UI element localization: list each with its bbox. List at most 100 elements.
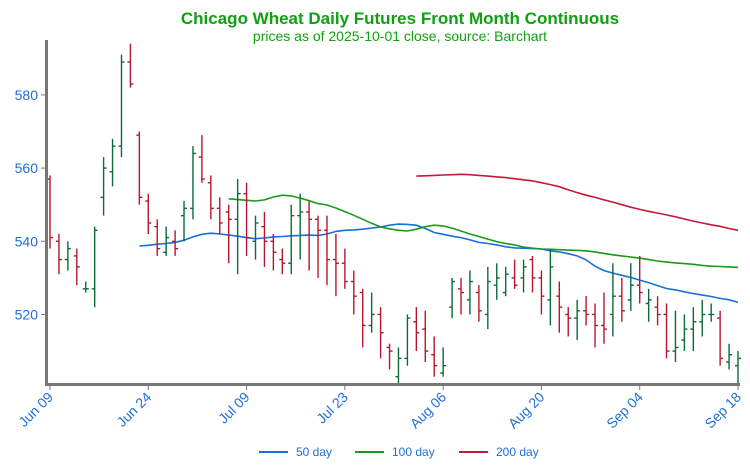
ohlc-bar xyxy=(681,314,688,352)
ohlc-bar xyxy=(82,281,89,293)
ohlc-bar xyxy=(431,336,438,377)
ohlc-bar xyxy=(359,288,366,348)
ohlc-bar xyxy=(279,248,286,275)
y-axis-ticks: 520 540 560 580 xyxy=(15,87,46,322)
ohlc-bar xyxy=(520,259,527,293)
legend-item-200-day: 200 day xyxy=(459,445,539,459)
chart-title: Chicago Wheat Daily Futures Front Month … xyxy=(181,9,619,28)
ohlc-bar xyxy=(592,303,599,348)
x-tick-label: Sep 04 xyxy=(603,389,646,432)
ohlc-bar xyxy=(377,307,384,359)
ohlc-bar xyxy=(449,277,456,319)
ohlc-bar xyxy=(368,292,375,333)
ohlc-bar xyxy=(502,266,509,297)
ohlc-bar xyxy=(91,226,98,308)
series-line-50-day xyxy=(139,223,739,304)
ohlc-bar xyxy=(600,292,607,344)
y-tick-label: 560 xyxy=(15,160,39,176)
ohlc-bar xyxy=(243,182,250,256)
ohlc-bar xyxy=(717,310,724,366)
ohlc-bar xyxy=(109,138,116,187)
x-tick-label: Aug 20 xyxy=(505,389,548,432)
ohlc-bar xyxy=(726,343,733,370)
ohlc-bar xyxy=(565,307,572,337)
ohlc-bar xyxy=(636,255,643,304)
ohlc-bar xyxy=(350,270,357,315)
x-tick-label: Jun 24 xyxy=(113,389,154,430)
ohlc-bar xyxy=(216,197,223,234)
ohlc-bar xyxy=(73,248,80,286)
x-tick-label: Jul 23 xyxy=(313,389,351,427)
ohlc-bar xyxy=(189,146,196,220)
ohlc-bar xyxy=(261,212,268,267)
ohlc-bar xyxy=(511,259,518,289)
ohlc-bar xyxy=(386,343,393,370)
ohlc-bar xyxy=(154,219,161,256)
ohlc-bars xyxy=(47,43,741,384)
ohlc-bar xyxy=(252,215,259,260)
y-tick-label: 580 xyxy=(15,87,39,103)
ohlc-bar xyxy=(172,230,179,256)
legend: 50 day 100 day 200 day xyxy=(259,445,539,459)
series-line-100-day xyxy=(228,194,739,269)
ohlc-bar xyxy=(663,303,670,359)
ohlc-bar xyxy=(609,263,616,337)
ohlc-bar xyxy=(735,351,741,384)
ohlc-bar xyxy=(297,193,304,260)
ohlc-bar xyxy=(207,175,214,220)
ohlc-bar xyxy=(583,296,590,326)
ohlc-bar xyxy=(127,43,134,88)
ohlc-bar xyxy=(556,281,563,333)
ohlc-bar xyxy=(323,215,330,286)
ohlc-bar xyxy=(234,179,241,275)
ohlc-bar xyxy=(466,270,473,315)
ohlc-bar xyxy=(699,299,706,337)
ohlc-bar xyxy=(690,307,697,352)
ohlc-bar xyxy=(404,314,411,366)
ohlc-bar xyxy=(440,347,447,377)
y-tick-label: 520 xyxy=(15,306,39,322)
ohlc-bar xyxy=(332,233,339,297)
x-tick-label: Aug 06 xyxy=(407,389,450,432)
ohlc-bar xyxy=(458,277,465,315)
ohlc-bar xyxy=(547,248,554,326)
ohlc-bar xyxy=(529,255,536,293)
ohlc-bar xyxy=(136,131,143,205)
x-tick-label: Jul 09 xyxy=(215,389,253,427)
ohlc-bar xyxy=(538,270,545,315)
ohlc-bar xyxy=(654,296,661,326)
legend-label-200-day: 200 day xyxy=(496,445,539,459)
ohlc-bar xyxy=(627,263,634,311)
x-tick-label: Jun 09 xyxy=(15,389,56,430)
chart-subtitle: prices as of 2025-10-01 close, source: B… xyxy=(253,28,547,44)
ohlc-bar xyxy=(493,263,500,300)
ohlc-bar xyxy=(341,248,348,289)
ohlc-bar xyxy=(395,347,402,384)
ohlc-bar xyxy=(145,193,152,234)
ohlc-bar xyxy=(270,233,277,271)
ohlc-bar xyxy=(672,310,679,363)
legend-item-100-day: 100 day xyxy=(355,445,435,459)
ohlc-bar xyxy=(181,201,188,242)
x-tick-label: Sep 18 xyxy=(701,389,744,432)
ohlc-bar xyxy=(315,215,322,278)
ohlc-bar xyxy=(55,233,62,275)
ohlc-bar xyxy=(288,204,295,275)
ohlc-bar xyxy=(118,54,125,158)
y-tick-label: 540 xyxy=(15,233,39,249)
moving-average-lines xyxy=(139,173,739,304)
ohlc-bar xyxy=(708,303,715,322)
ohlc-bar xyxy=(422,310,429,363)
ohlc-bar xyxy=(100,157,107,216)
ohlc-bar xyxy=(198,135,205,183)
ohlc-bar xyxy=(225,204,232,264)
ohlc-bar xyxy=(163,226,170,256)
legend-label-100-day: 100 day xyxy=(392,445,435,459)
ohlc-bar xyxy=(413,307,420,352)
legend-label-50-day: 50 day xyxy=(296,445,332,459)
ohlc-bar xyxy=(484,266,491,330)
ohlc-bar xyxy=(306,201,313,271)
series-line-200-day xyxy=(416,173,739,232)
ohlc-bar xyxy=(645,288,652,322)
